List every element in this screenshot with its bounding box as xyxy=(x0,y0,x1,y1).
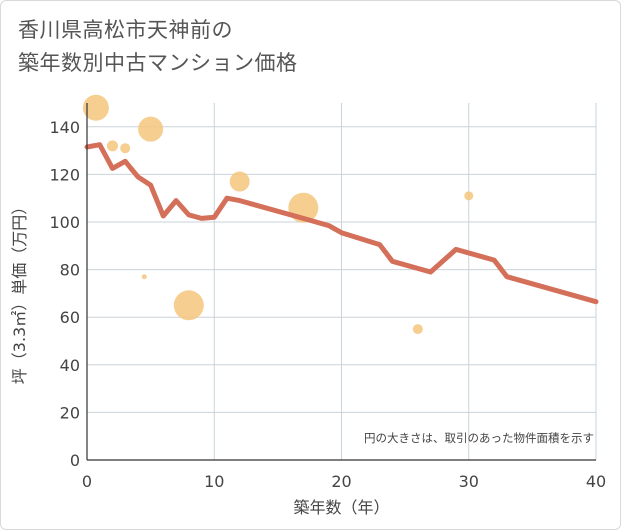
y-tick-label: 40 xyxy=(60,356,80,375)
bubble-point xyxy=(412,324,423,335)
bubble-layer xyxy=(82,94,474,335)
grid xyxy=(87,103,597,460)
bubble-point xyxy=(173,290,204,321)
bubble-point xyxy=(229,171,250,192)
x-axis-label: 築年数（年） xyxy=(293,498,389,517)
bubble-point xyxy=(82,94,109,121)
bubble-point xyxy=(106,140,118,152)
bubble-point xyxy=(120,143,131,154)
x-tick-label: 20 xyxy=(331,472,351,491)
bubble-point xyxy=(141,274,147,280)
line-layer xyxy=(84,142,599,305)
axes xyxy=(86,103,596,461)
y-tick-label: 120 xyxy=(49,165,80,184)
bubble-size-note: 円の大きさは、取引のあった物件面積を示す xyxy=(364,431,594,445)
bubble-point xyxy=(464,191,474,201)
x-tick-label: 0 xyxy=(82,472,92,491)
y-tick-label: 20 xyxy=(60,403,80,422)
tick-labels: 0 20 40 60 80 100 120 140 0 10 20 30 40 xyxy=(49,118,606,491)
chart-title-line-2: 築年数別中古マンション価格 xyxy=(18,51,298,75)
average-price-line xyxy=(84,142,599,305)
x-tick-label: 30 xyxy=(459,472,479,491)
x-tick-label: 10 xyxy=(204,472,224,491)
y-axis-label: 坪（3.3㎡）単価（万円） xyxy=(10,199,29,384)
bubble-point xyxy=(138,116,164,142)
chart-title-line-1: 香川県高松市天神前の xyxy=(18,18,233,42)
y-tick-label: 100 xyxy=(49,213,80,232)
y-tick-label: 60 xyxy=(60,308,80,327)
y-tick-label: 0 xyxy=(70,451,80,470)
chart-title: 香川県高松市天神前の 築年数別中古マンション価格 xyxy=(18,14,298,80)
y-tick-label: 140 xyxy=(49,118,80,137)
x-tick-label: 40 xyxy=(586,472,606,491)
y-tick-label: 80 xyxy=(60,261,80,280)
